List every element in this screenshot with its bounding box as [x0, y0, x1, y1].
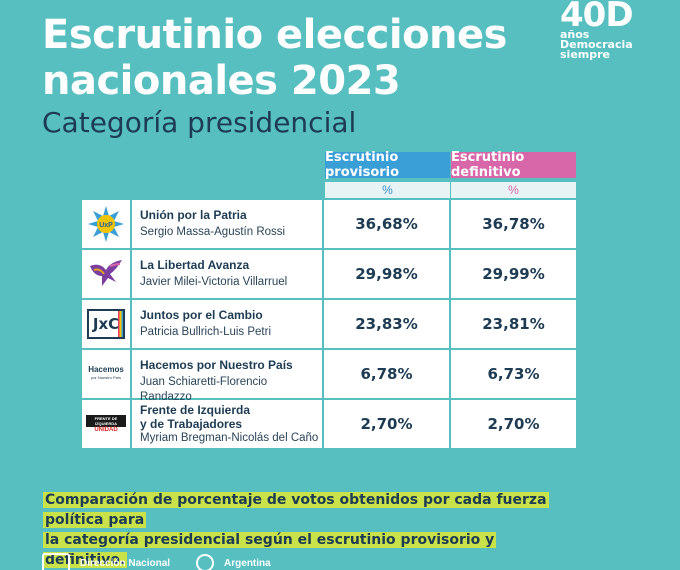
unit-header-definitivo: % — [451, 182, 576, 198]
results-table: UxP Unión por la Patria Sergio Massa-Agu… — [82, 200, 578, 450]
party-logo-hacemos: Hacemos por Nuestro País — [82, 350, 132, 398]
democracy-badge: 40D años Democracia siempre — [560, 0, 634, 61]
fit-logo-text: FRENTE DE IZQUIERDA — [86, 414, 126, 427]
party-cell: Frente de Izquierda y de Trabajadores My… — [132, 400, 324, 448]
candidates: Sergio Massa-Agustín Rossi — [140, 226, 286, 238]
party-cell: Unión por la Patria Sergio Massa-Agustín… — [132, 200, 324, 248]
party-name: Frente de Izquierda — [140, 403, 251, 417]
uxp-logo-text: UxP — [99, 222, 113, 229]
value-definitivo: 23,81% — [451, 300, 576, 348]
title-line-2: nacionales 2023 — [42, 58, 401, 104]
value-provisorio: 6,78% — [324, 350, 451, 398]
party-cell: Hacemos por Nuestro País Juan Schiaretti… — [132, 350, 324, 403]
page-title: Escrutinio elecciones nacionales 2023 — [42, 12, 507, 104]
footer-org-2: Argentina — [224, 557, 271, 569]
table-row: Hacemos por Nuestro País Hacemos por Nue… — [82, 350, 578, 403]
hacemos-logo-subtext: por Nuestro País — [90, 375, 121, 380]
note-line-1: Comparación de porcentaje de votos obten… — [43, 492, 549, 528]
eagle-icon — [90, 260, 122, 286]
unit-header-provisorio: % — [325, 182, 450, 198]
value-definitivo: 6,73% — [451, 350, 576, 398]
party-name-line-2: y de Trabajadores — [140, 417, 243, 431]
value-definitivo: 29,99% — [451, 250, 576, 298]
fit-logo: FRENTE DE IZQUIERDA UNIDAD — [86, 414, 126, 434]
table-row: UxP Unión por la Patria Sergio Massa-Agu… — [82, 200, 578, 250]
party-name: Juntos por el Cambio — [140, 308, 263, 322]
table-row: FRENTE DE IZQUIERDA UNIDAD Frente de Izq… — [82, 400, 578, 450]
column-header-definitivo: Escrutinio definitivo — [451, 150, 576, 180]
party-logo-jxc: JxC — [82, 300, 132, 348]
party-logo-uxp: UxP — [82, 200, 132, 248]
party-name: La Libertad Avanza — [140, 258, 250, 272]
badge-number: 40D — [560, 0, 634, 35]
page-subtitle: Categoría presidencial — [42, 106, 357, 139]
sun-star-icon: UxP — [88, 206, 124, 242]
candidates: Myriam Bregman-Nicolás del Caño — [140, 432, 319, 444]
footer: Dirección Nacional Argentina — [42, 553, 271, 570]
hacemos-logo-text: Hacemos — [88, 365, 124, 374]
title-line-1: Escrutinio elecciones — [42, 12, 507, 58]
column-header-provisorio: Escrutinio provisorio — [325, 150, 450, 180]
candidates: Patricia Bullrich-Luis Petri — [140, 326, 272, 338]
candidates: Javier Milei-Victoria Villarruel — [140, 276, 288, 288]
hacemos-logo: Hacemos por Nuestro País — [88, 366, 124, 382]
badge-line-2: Democracia — [560, 38, 633, 51]
party-name: Hacemos por Nuestro País — [140, 358, 293, 372]
value-provisorio: 29,98% — [324, 250, 451, 298]
jxc-logo-text: JxC — [92, 315, 120, 333]
document-icon — [42, 553, 70, 570]
footer-org-1: Dirección Nacional — [80, 557, 171, 569]
value-provisorio: 36,68% — [324, 200, 451, 248]
value-definitivo: 2,70% — [451, 400, 576, 448]
value-provisorio: 23,83% — [324, 300, 451, 348]
shield-icon — [196, 554, 215, 570]
fit-logo-subtext: UNIDAD — [94, 426, 118, 433]
party-cell: Juntos por el Cambio Patricia Bullrich-L… — [132, 300, 324, 348]
party-name: Unión por la Patria — [140, 208, 247, 222]
badge-line-3: siempre — [560, 48, 610, 61]
party-logo-lla — [82, 250, 132, 298]
badge-line-1: años — [560, 28, 590, 41]
table-row: La Libertad Avanza Javier Milei-Victoria… — [82, 250, 578, 300]
value-definitivo: 36,78% — [451, 200, 576, 248]
party-logo-fit: FRENTE DE IZQUIERDA UNIDAD — [82, 400, 132, 448]
jxc-logo: JxC — [87, 309, 125, 339]
table-row: JxC Juntos por el Cambio Patricia Bullri… — [82, 300, 578, 350]
explanatory-note: Comparación de porcentaje de votos obten… — [43, 490, 553, 570]
party-cell: La Libertad Avanza Javier Milei-Victoria… — [132, 250, 324, 298]
value-provisorio: 2,70% — [324, 400, 451, 448]
